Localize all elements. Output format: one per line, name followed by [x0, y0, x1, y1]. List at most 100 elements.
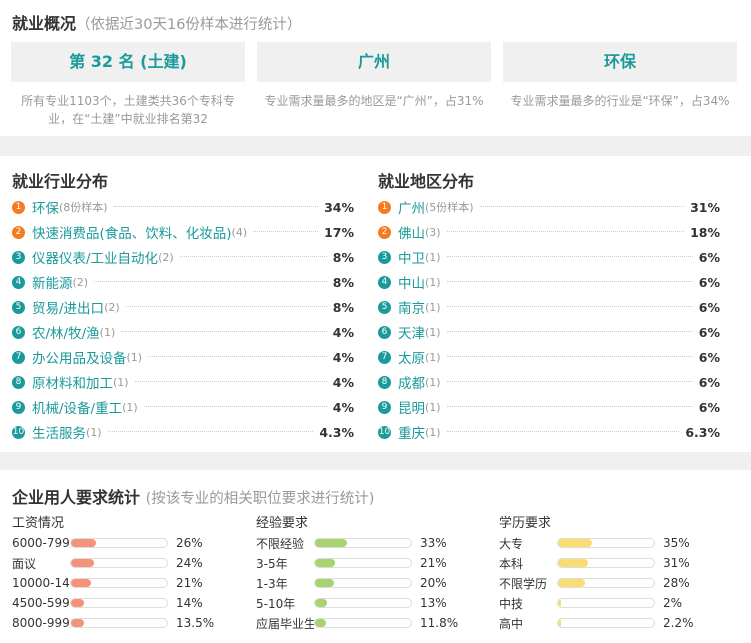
industry-name[interactable]: 办公用品及设备: [32, 351, 127, 367]
region-pct: 6%: [698, 399, 720, 415]
rank-card-desc: 所有专业1103个，土建类共36个专科专业，在“土建”中就业排名第32: [21, 94, 235, 126]
requirement-row: 中技 2%: [499, 593, 682, 613]
industry-name[interactable]: 机械/设备/重工: [32, 401, 123, 417]
industry-name[interactable]: 贸易/进出口: [32, 301, 105, 317]
requirement-pct: 13%: [420, 596, 447, 610]
region-row: 3 中卫 (1) 6%: [378, 247, 720, 267]
requirement-row: 4500-5999 14%: [12, 593, 203, 613]
industry-name[interactable]: 环保: [32, 201, 59, 217]
region-name[interactable]: 佛山: [398, 226, 425, 242]
industry-pct: 4%: [332, 399, 354, 415]
requirement-bar-fill: [71, 599, 85, 607]
industry-row: 6 农/林/牧/渔 (1) 4%: [12, 322, 354, 342]
rank-badge: 10: [378, 425, 391, 439]
region-pct: 31%: [690, 199, 720, 215]
region-count: (3): [425, 225, 441, 239]
region-name[interactable]: 成都: [398, 376, 425, 392]
industry-name[interactable]: 仪器仪表/工业自动化: [32, 251, 159, 267]
industry-count: (1): [99, 325, 116, 339]
rank-badge: 10: [12, 425, 25, 439]
dotted-leader: [179, 247, 327, 257]
region-name[interactable]: 太原: [398, 351, 425, 367]
requirement-pct: 21%: [420, 556, 447, 570]
requirement-bar-fill: [71, 619, 84, 627]
dotted-leader: [446, 422, 680, 432]
industry-name[interactable]: 新能源: [32, 276, 73, 292]
rank-badge: 8: [12, 375, 25, 389]
industry-name[interactable]: 农/林/牧/渔: [32, 326, 100, 342]
region-name[interactable]: 广州: [398, 201, 425, 217]
dotted-leader: [446, 372, 693, 382]
industry-title: 就业行业分布: [12, 172, 109, 191]
dotted-leader: [148, 347, 327, 357]
requirement-bar-fill: [558, 579, 585, 587]
dotted-leader: [107, 422, 314, 432]
top-industry-card-desc: 专业需求量最多的行业是“环保”，占34%: [510, 94, 730, 108]
requirement-row: 面议 24%: [12, 553, 203, 573]
requirement-row: 10000-149 21%: [12, 573, 203, 593]
rank-badge: 9: [12, 400, 25, 414]
region-name[interactable]: 昆明: [398, 401, 425, 417]
dotted-leader: [94, 272, 327, 282]
region-name[interactable]: 南京: [398, 301, 425, 317]
distribution-panel: 就业行业分布 就业地区分布 1 环保 (8份样本) 34% 2 快速消费品(食品、饮料、化…: [0, 156, 751, 452]
rank-badge: 6: [378, 325, 391, 339]
requirement-bar: [557, 598, 655, 608]
industry-pct: 4.3%: [319, 424, 354, 440]
industry-count: (2): [72, 275, 89, 289]
requirement-label: 4500-5999: [12, 596, 70, 610]
overview-title-text: 就业概况: [12, 14, 77, 33]
requirement-label: 8000-9999: [12, 616, 70, 630]
requirement-pct: 2%: [663, 596, 683, 610]
region-row: 6 天津 (1) 6%: [378, 322, 720, 342]
requirement-pct: 26%: [176, 536, 203, 550]
requirement-label: 面议: [12, 556, 37, 571]
industry-name[interactable]: 原材料和加工: [32, 376, 113, 392]
requirement-pct: 31%: [663, 556, 690, 570]
requirement-bar: [70, 578, 168, 588]
requirement-bar-fill: [558, 539, 592, 547]
region-count: (1): [425, 350, 441, 364]
dotted-leader: [125, 297, 327, 307]
industry-count: (1): [113, 375, 129, 389]
region-title: 就业地区分布: [378, 172, 475, 191]
requirements-column-title: 工资情况: [12, 516, 65, 531]
rank-badge: 6: [12, 325, 25, 339]
requirement-bar-fill: [558, 559, 588, 567]
requirement-pct: 33%: [420, 536, 447, 550]
requirement-bar: [557, 558, 655, 568]
region-name[interactable]: 中卫: [398, 251, 425, 267]
requirement-label: 5-10年: [256, 596, 296, 611]
requirement-pct: 21%: [176, 576, 203, 590]
region-count: (5份样本): [425, 201, 474, 214]
region-name[interactable]: 中山: [398, 276, 425, 292]
requirement-pct: 24%: [176, 556, 203, 570]
industry-name[interactable]: 快速消费品(食品、饮料、化妆品): [32, 226, 232, 242]
region-count: (1): [425, 250, 441, 264]
industry-pct: 17%: [324, 224, 354, 240]
rank-badge: 7: [12, 350, 25, 364]
industry-row: 9 机械/设备/重工 (1) 4%: [12, 397, 354, 417]
industry-row: 7 办公用品及设备 (1) 4%: [12, 347, 354, 367]
requirement-bar: [314, 538, 412, 548]
requirement-bar-fill: [315, 619, 327, 627]
requirement-bar-fill: [315, 559, 336, 567]
dotted-leader: [479, 197, 685, 207]
region-name[interactable]: 重庆: [398, 426, 425, 442]
industry-pct: 8%: [332, 299, 354, 315]
region-count: (1): [425, 300, 441, 314]
requirement-row: 1-3年 20%: [256, 573, 447, 593]
rank-badge: 3: [378, 250, 391, 264]
dotted-leader: [446, 297, 693, 307]
rank-badge: 3: [12, 250, 25, 264]
requirements-column-title: 经验要求: [256, 516, 309, 531]
requirement-pct: 2.2%: [663, 616, 694, 630]
rank-badge: 9: [378, 400, 391, 414]
requirement-bar: [70, 538, 168, 548]
requirement-bar: [557, 538, 655, 548]
industry-row: 10 生活服务 (1) 4.3%: [12, 422, 354, 442]
region-name[interactable]: 天津: [398, 326, 425, 342]
requirements-title: 企业用人要求统计 (按该专业的相关职位要求进行统计): [12, 484, 374, 508]
region-pct: 18%: [690, 224, 720, 240]
industry-name[interactable]: 生活服务: [32, 426, 86, 442]
